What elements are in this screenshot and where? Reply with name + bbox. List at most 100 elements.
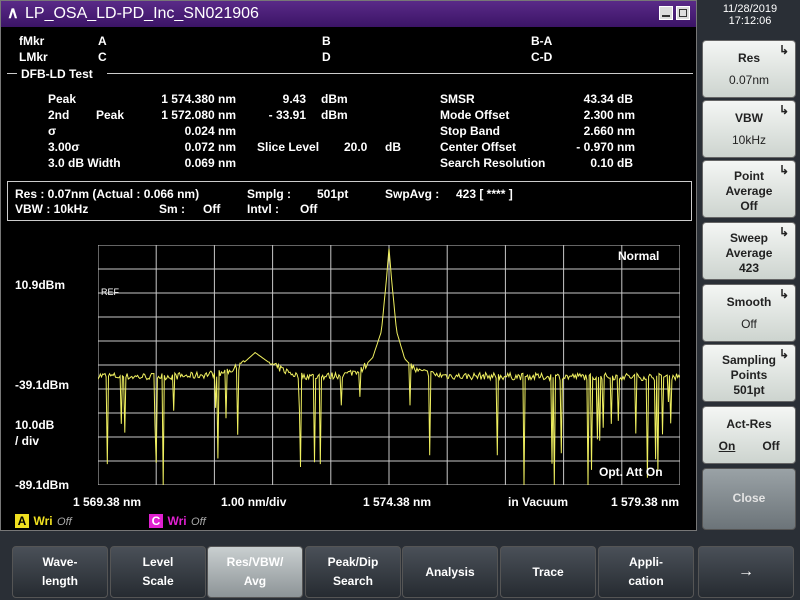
- minimize-icon[interactable]: [659, 6, 673, 20]
- act-res-on[interactable]: On: [718, 439, 736, 453]
- softkey-value: 0.07nm: [728, 73, 770, 87]
- menu-next-button[interactable]: →: [698, 546, 794, 598]
- softkey-label: Act-Res: [726, 417, 772, 431]
- menu-wavelength[interactable]: Wave- length: [12, 546, 108, 598]
- marker-cd-label: C-D: [531, 50, 553, 64]
- clock: 11/28/2019 17:12:06: [702, 3, 798, 27]
- smooth-label: Sm :: [159, 202, 186, 216]
- x-start-label: 1 569.38 nm: [73, 495, 142, 509]
- sweep-average-value: 423 [ **** ]: [456, 187, 513, 201]
- second-peak-label: 2nd: [48, 108, 70, 122]
- resolution-readout: Res : 0.07nm (Actual : 0.066 nm): [15, 187, 200, 201]
- softkey-label: Res: [737, 51, 760, 65]
- softkey-act-res[interactable]: Act-Res On Off: [702, 406, 796, 464]
- softkey-label: VBW: [735, 111, 763, 125]
- softkey-label-2: Average: [725, 184, 773, 198]
- submenu-arrow-icon: ↳: [778, 347, 789, 361]
- act-res-off[interactable]: Off: [762, 439, 780, 453]
- menu-res-vbw-avg[interactable]: Res/VBW/ Avg: [207, 546, 303, 598]
- smsr-label: SMSR: [440, 92, 475, 106]
- submenu-arrow-icon: ↳: [778, 43, 789, 57]
- submenu-arrow-icon: ↳: [778, 287, 789, 301]
- trace-a-indicator[interactable]: A Wri Off: [15, 512, 72, 528]
- parameter-box: [7, 181, 692, 221]
- menu-label: Wave-: [42, 555, 78, 569]
- smooth-value: Off: [203, 202, 221, 216]
- second-peak-level: - 33.91: [268, 108, 306, 122]
- smsr-value: 43.34 dB: [583, 92, 633, 106]
- x-center-label: 1 574.38 nm: [363, 495, 432, 509]
- submenu-arrow-icon: ↳: [778, 163, 789, 177]
- menu-level-scale[interactable]: Level Scale: [110, 546, 206, 598]
- sampling-value: 501pt: [317, 187, 349, 201]
- menu-label: Level: [142, 555, 174, 569]
- second-peak-sublabel: Peak: [96, 108, 125, 122]
- y-scale-div-label: / div: [15, 434, 40, 448]
- trace-c-letter: C: [149, 514, 163, 528]
- softkey-sweep-average[interactable]: ↳ Sweep Average 423: [702, 222, 796, 280]
- softkey-smooth[interactable]: ↳ Smooth Off: [702, 284, 796, 342]
- softkey-label-2: Points: [730, 368, 768, 382]
- interval-value: Off: [300, 202, 318, 216]
- second-peak-unit: dBm: [321, 108, 348, 122]
- sigma3-label: 3.00σ: [48, 140, 80, 154]
- marker-ba-label: B-A: [531, 34, 553, 48]
- menu-application[interactable]: Appli- cation: [598, 546, 694, 598]
- peak-label: Peak: [48, 92, 77, 106]
- menu-label: Trace: [532, 565, 564, 579]
- opt-att-label: Opt. Att On: [599, 465, 663, 479]
- softkey-label: Point: [734, 169, 764, 183]
- sweep-average-label: SwpAvg :: [385, 187, 440, 201]
- menu-label: Appli-: [629, 555, 663, 569]
- slice-level-value: 20.0: [344, 140, 368, 154]
- trace-c-indicator[interactable]: C Wri Off: [149, 512, 206, 528]
- menu-trace[interactable]: Trace: [500, 546, 596, 598]
- softkey-vbw[interactable]: ↳ VBW 10kHz: [702, 100, 796, 158]
- y-scale-label: 10.0dB: [15, 418, 55, 432]
- softkey-value: 423: [738, 261, 760, 275]
- center-offset-label: Center Offset: [440, 140, 517, 154]
- db-width-value: 0.069 nm: [184, 156, 236, 170]
- slice-level-unit: dB: [385, 140, 401, 154]
- stop-band-label: Stop Band: [440, 124, 500, 138]
- y-top-label: 10.9dBm: [15, 278, 66, 292]
- menu-label-2: Scale: [142, 574, 174, 588]
- softkey-label: Close: [732, 491, 766, 505]
- menu-label-2: Avg: [243, 574, 267, 588]
- trace-c-state: Off: [191, 516, 206, 528]
- slice-level-label: Slice Level: [257, 140, 320, 154]
- menu-label-2: length: [42, 574, 78, 588]
- arrow-right-icon: →: [738, 563, 754, 580]
- vbw-readout: VBW : 10kHz: [15, 202, 89, 216]
- peak-level-unit: dBm: [321, 92, 348, 106]
- trace-a-mode: Wri: [33, 514, 53, 528]
- softkey-value: Off: [741, 317, 757, 331]
- softkey-label-2: Average: [725, 246, 773, 260]
- softkey-label: Sampling: [721, 353, 776, 367]
- menu-analysis[interactable]: Analysis: [402, 546, 498, 598]
- softkey-sampling-points[interactable]: ↳ Sampling Points 501pt: [702, 344, 796, 402]
- marker-b-label: B: [322, 34, 331, 48]
- clock-date: 11/28/2019: [722, 3, 778, 15]
- dfb-test-divider: [107, 73, 693, 74]
- search-resolution-label: Search Resolution: [440, 156, 546, 170]
- sampling-label: Smplg :: [247, 187, 291, 201]
- x-medium-label: in Vacuum: [508, 495, 569, 509]
- interval-label: Intvl :: [247, 202, 279, 216]
- center-offset-value: - 0.970 nm: [576, 140, 635, 154]
- menu-label: Peak/Dip: [327, 555, 379, 569]
- marker-d-label: D: [322, 50, 331, 64]
- spectrum-plot[interactable]: [98, 245, 680, 485]
- y-bottom-label: -89.1dBm: [15, 478, 70, 492]
- softkey-close[interactable]: Close: [702, 468, 796, 530]
- mode-offset-value: 2.300 nm: [583, 108, 635, 122]
- marker-c-label: C: [98, 50, 107, 64]
- menu-peak-dip-search[interactable]: Peak/Dip Search: [305, 546, 401, 598]
- softkey-res[interactable]: ↳ Res 0.07nm: [702, 40, 796, 98]
- trace-mode-label: Normal: [618, 249, 660, 263]
- maximize-icon[interactable]: [676, 6, 690, 20]
- trace-c-mode: Wri: [167, 514, 187, 528]
- softkey-point-average[interactable]: ↳ Point Average Off: [702, 160, 796, 218]
- marker-a-label: A: [98, 34, 107, 48]
- dfb-test-title: DFB-LD Test: [21, 67, 93, 81]
